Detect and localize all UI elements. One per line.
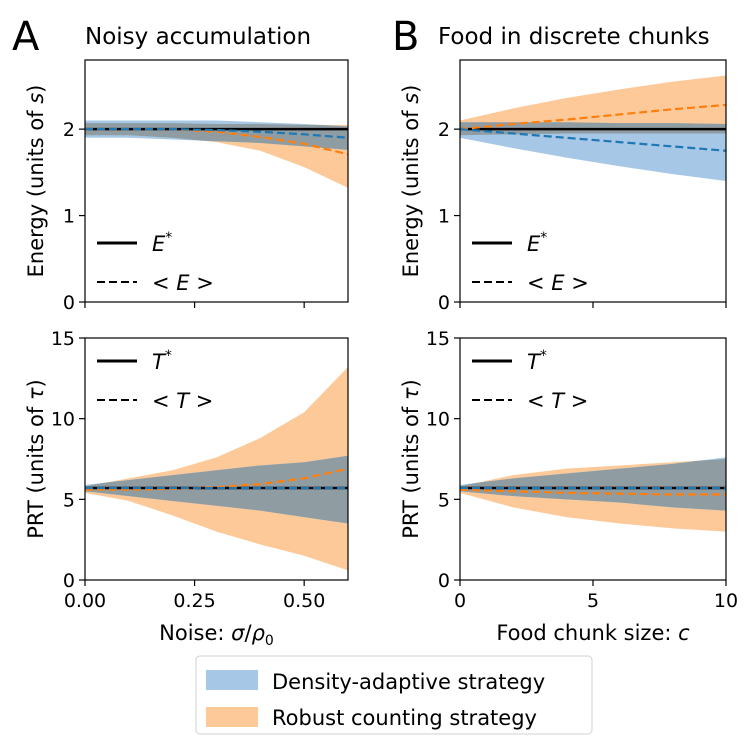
- plot-area: [460, 75, 726, 181]
- band-density-adaptive: [460, 122, 726, 181]
- y-tick-label: 5: [63, 489, 75, 511]
- band-robust-counting: [85, 367, 348, 571]
- plot-area: [85, 367, 348, 571]
- mean-line-density-adaptive: [85, 128, 348, 139]
- y-tick-label: 5: [438, 489, 450, 511]
- panel-title-b: Food in discrete chunks: [438, 24, 710, 50]
- inset-legend: T* < T >: [472, 348, 588, 413]
- legend-label-density-adaptive: Density-adaptive strategy: [272, 670, 545, 694]
- legend-label-optimal: T*: [152, 348, 172, 374]
- y-tick-label: 15: [51, 328, 75, 350]
- legend-label-optimal: E*: [527, 230, 547, 256]
- mean-line-robust-counting: [460, 103, 726, 131]
- y-tick-label: 10: [426, 409, 450, 431]
- x-tick-label: 0.00: [64, 590, 106, 612]
- chart-a-prt: 0 5 10 15 0.00 0.25 0.50 PRT (units of τ) Noise:…: [24, 328, 349, 649]
- legend-swatch-density-adaptive: [206, 670, 258, 690]
- legend-label-robust-counting: Robust counting strategy: [272, 706, 537, 730]
- inset-legend: E* < E >: [97, 230, 214, 295]
- plot-area: [85, 120, 348, 188]
- axes-frame: [84, 59, 349, 303]
- axes-frame: [459, 337, 727, 581]
- y-tick-label: 2: [63, 119, 75, 141]
- band-overlap: [85, 123, 348, 150]
- legend-label-mean: < E >: [152, 271, 214, 295]
- chart-a-energy: 0 1 2 Energy (units of s) E* < E >: [24, 59, 349, 314]
- y-axis-label: PRT (units of τ): [399, 379, 423, 539]
- x-tick-label: 5: [587, 590, 599, 612]
- chart-b-energy: 0 1 2 Energy (units of s) E* < E >: [399, 59, 727, 314]
- y-axis-label: PRT (units of τ): [24, 379, 48, 539]
- x-axis-label: Food chunk size: c: [496, 621, 690, 645]
- y-tick-label: 0: [438, 570, 450, 592]
- y-tick-label: 2: [438, 119, 450, 141]
- legend-swatch-robust-counting: [206, 707, 258, 727]
- y-tick-label: 15: [426, 328, 450, 350]
- panel-letter-b: B: [392, 14, 419, 60]
- legend-label-mean: < T >: [152, 389, 213, 413]
- y-tick-label: 1: [438, 206, 450, 228]
- y-tick-label: 0: [63, 292, 75, 314]
- strategy-legend: Density-adaptive strategy Robust countin…: [195, 655, 593, 735]
- mean-line-robust-counting: [460, 488, 726, 496]
- y-tick-label: 10: [51, 409, 75, 431]
- panel-title-a: Noisy accumulation: [85, 24, 311, 50]
- y-axis-label: Energy (units of s): [399, 85, 423, 278]
- x-axis-label: Noise: σ/ρ0: [159, 621, 274, 649]
- plot-area: [460, 457, 726, 532]
- band-overlap: [85, 455, 348, 524]
- axes-frame: [84, 337, 349, 581]
- legend-label-mean: < E >: [527, 271, 589, 295]
- inset-legend: E* < E >: [472, 230, 589, 295]
- band-robust-counting: [460, 75, 726, 136]
- x-tick-label: 10: [714, 590, 738, 612]
- legend-label-mean: < T >: [527, 389, 588, 413]
- legend-label-optimal: E*: [152, 230, 172, 256]
- y-axis-label: Energy (units of s): [24, 85, 48, 278]
- band-overlap: [460, 459, 726, 511]
- inset-legend: T* < T >: [97, 348, 213, 413]
- legend-label-optimal: T*: [527, 348, 547, 374]
- x-tick-label: 0: [454, 590, 466, 612]
- x-tick-label: 0.25: [173, 590, 215, 612]
- mean-line-density-adaptive: [460, 128, 726, 152]
- x-tick-label: 0.50: [283, 590, 325, 612]
- mean-line-robust-counting: [85, 467, 348, 491]
- y-tick-label: 0: [438, 292, 450, 314]
- legend-frame: [195, 655, 593, 735]
- y-tick-label: 0: [63, 570, 75, 592]
- y-tick-label: 1: [63, 206, 75, 228]
- panel-letter-a: A: [12, 14, 40, 60]
